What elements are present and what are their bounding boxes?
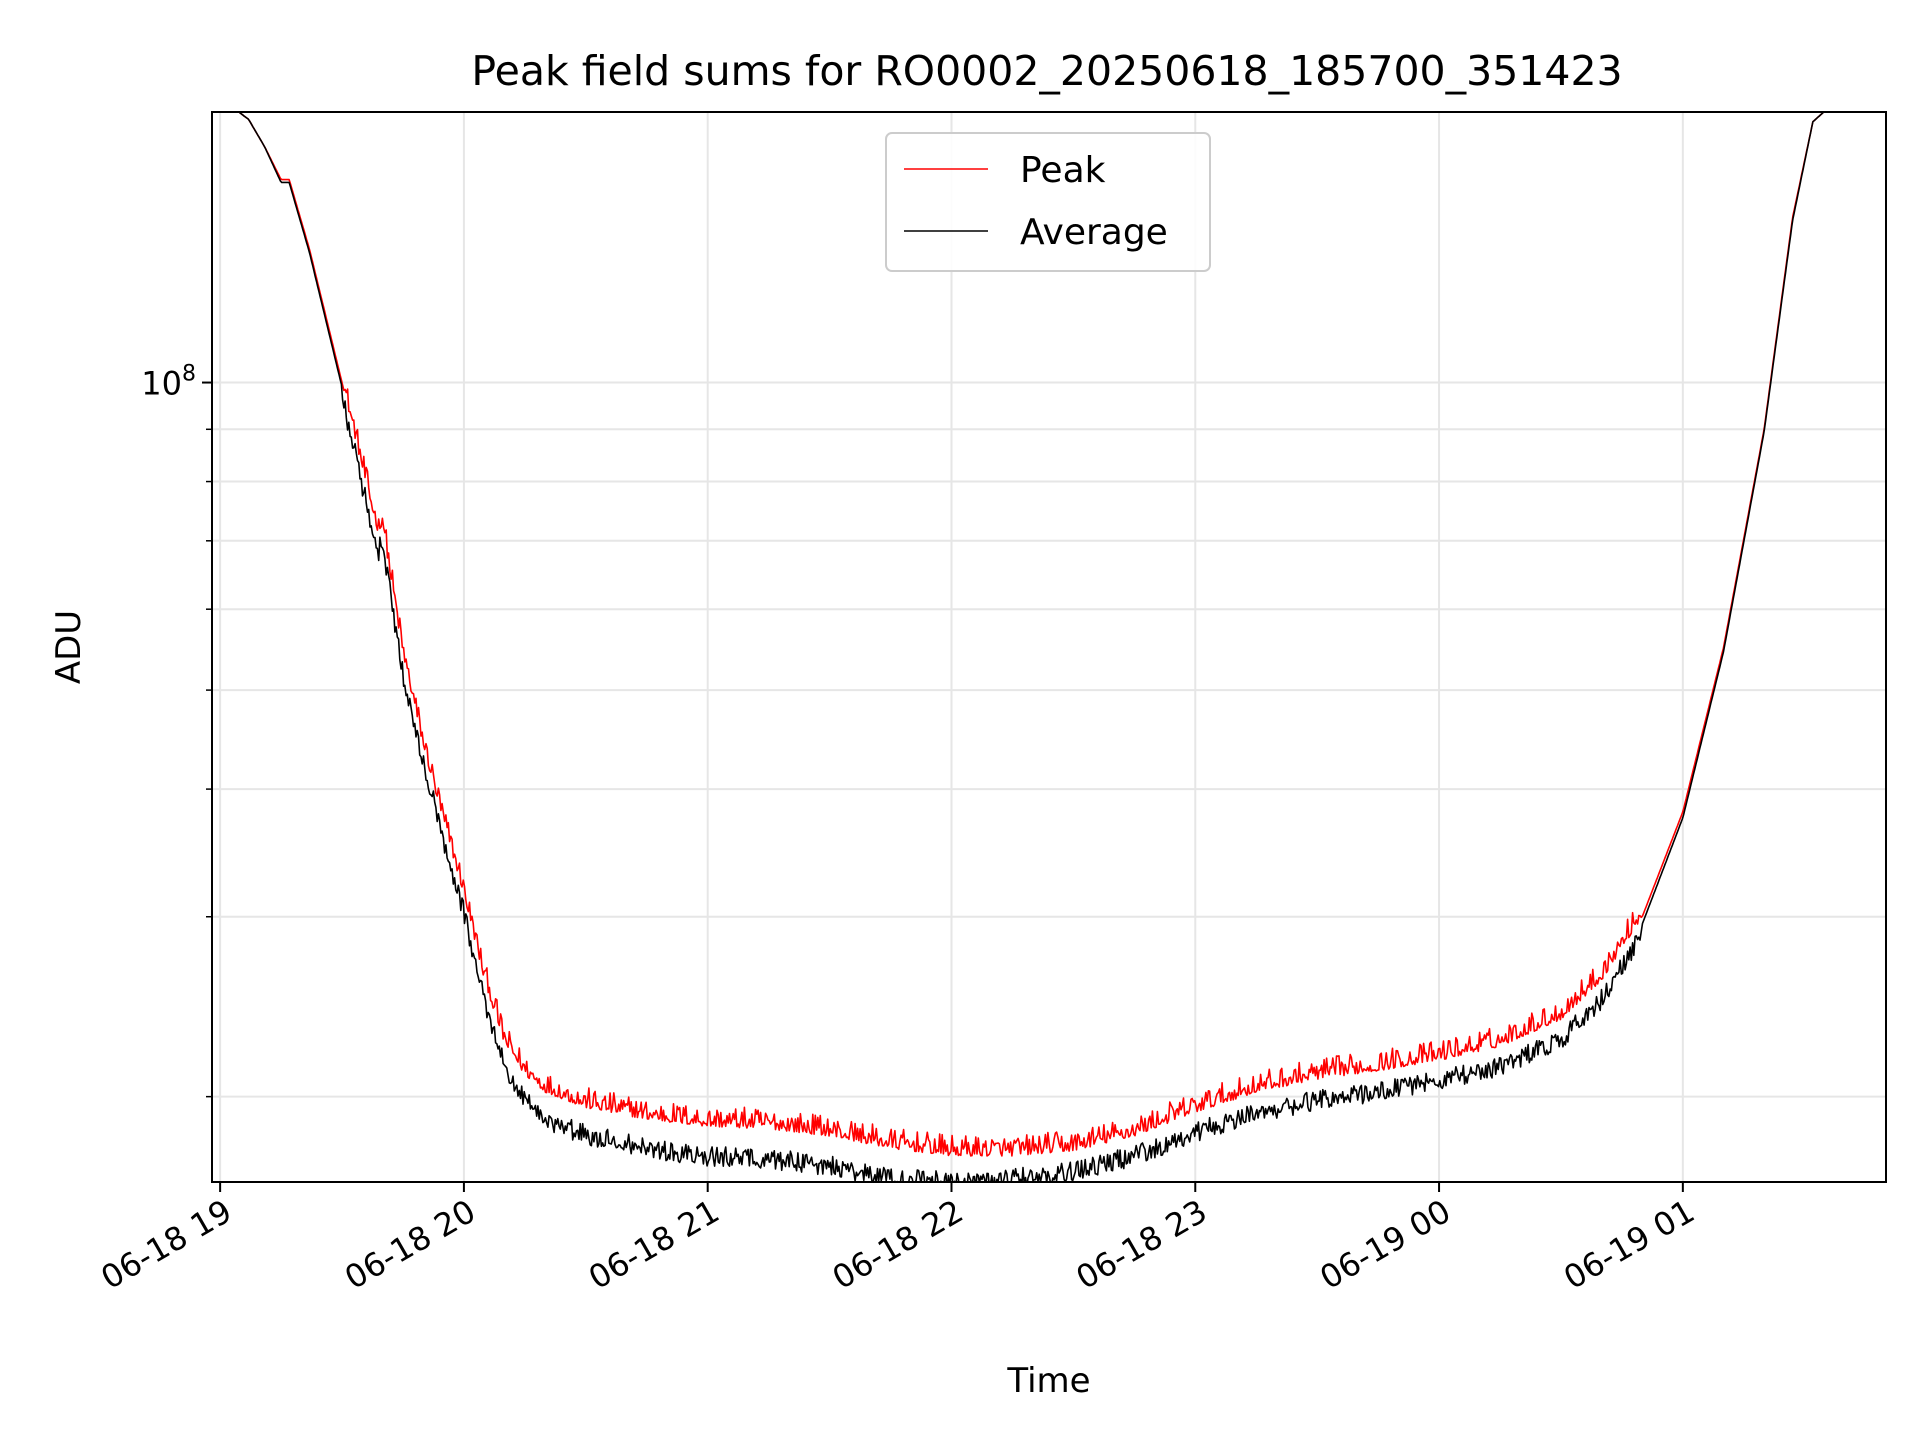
series-line-peak xyxy=(237,112,1825,1157)
legend-box xyxy=(885,132,1211,272)
legend: Peak Average xyxy=(885,132,1211,272)
plot-frame xyxy=(211,111,1887,1183)
grid-lines xyxy=(212,112,1886,1182)
plot-lines xyxy=(237,112,1825,1182)
x-axis-label: Time xyxy=(1006,1361,1090,1401)
y-tick-label: 108 xyxy=(141,362,196,403)
y-axis: 108 xyxy=(141,362,212,1098)
series-line-average xyxy=(237,112,1825,1182)
chart-title: Peak field sums for RO0002_20250618_1857… xyxy=(471,47,1622,95)
legend-label: Average xyxy=(1020,212,1168,253)
y-axis-label: ADU xyxy=(49,610,89,684)
legend-label: Peak xyxy=(1020,150,1106,191)
